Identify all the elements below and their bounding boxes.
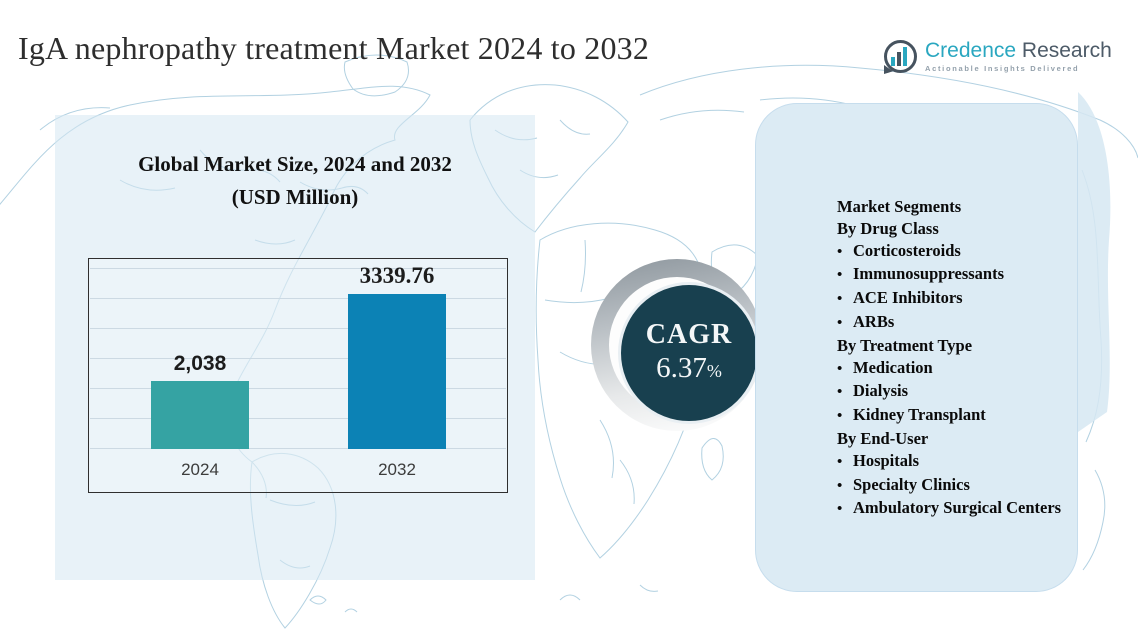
segment-item-label: Specialty Clinics [853, 474, 970, 494]
bullet-icon: • [837, 408, 843, 425]
bullet-icon: • [837, 360, 843, 377]
bar-2024 [151, 381, 249, 449]
segment-heading: By Treatment Type [837, 335, 973, 355]
credence-research-logo: Credence Research Actionable Insights De… [884, 39, 1112, 74]
bar-chart: 2,038 2024 3339.76 2032 [88, 258, 508, 493]
bar-value-label: 3339.76 [359, 263, 435, 288]
logo-tagline: Actionable Insights Delivered [925, 64, 1080, 73]
gridline [90, 448, 506, 449]
bar-value-label: 2,038 [173, 352, 227, 375]
segment-item: • Dialysis [837, 380, 1075, 404]
chart-title: Global Market Size, 2024 and 2032 [138, 152, 452, 176]
gridline [90, 268, 506, 269]
cagr-value: 6.37% [656, 351, 722, 384]
chart-subtitle: (USD Million) [231, 185, 359, 209]
segment-item-label: Kidney Transplant [853, 405, 986, 425]
bullet-icon: • [837, 453, 843, 470]
segment-item: • Hospitals [837, 450, 1075, 474]
bar-2032 [348, 294, 446, 449]
segment-item: • ACE Inhibitors [837, 287, 1075, 311]
bullet-icon: • [837, 477, 843, 494]
segment-item: • Immunosuppressants [837, 263, 1075, 287]
segment-item: • ARBs [837, 311, 1075, 335]
bullet-icon: • [837, 267, 843, 284]
cagr-badge: CAGR 6.37% [618, 282, 760, 424]
gridline [90, 388, 506, 389]
segment-item: • Specialty Clinics [837, 474, 1075, 498]
segment-item-label: Corticosteroids [853, 240, 961, 260]
page-title: IgA nephropathy treatment Market 2024 to… [18, 30, 650, 66]
bullet-icon: • [837, 291, 843, 308]
segment-item: • Medication [837, 357, 1075, 381]
bullet-icon: • [837, 384, 843, 401]
segment-item-label: Dialysis [853, 381, 909, 401]
market-segments-list: Market Segments By Drug Class • Corticoster… [837, 196, 1075, 521]
segment-item-label: ARBs [853, 311, 895, 331]
bullet-icon: • [837, 243, 843, 260]
market-segments-panel [755, 103, 1078, 592]
gridline [90, 358, 506, 359]
gridline [90, 298, 506, 299]
chart-background-rect [55, 115, 535, 580]
segment-heading: Market Segments [837, 197, 962, 216]
bullet-icon: • [837, 314, 843, 331]
segment-item: • Kidney Transplant [837, 404, 1075, 428]
gridline [90, 328, 506, 329]
segment-item-label: Immunosuppressants [853, 264, 1004, 284]
segment-item: • Corticosteroids [837, 240, 1075, 264]
gridline [90, 418, 506, 419]
axis-category-label: 2032 [378, 460, 416, 479]
segment-item-label: Medication [853, 357, 933, 377]
logo-brand-name: Credence Research [925, 39, 1112, 62]
segment-item-label: Ambulatory Surgical Centers [853, 498, 1062, 518]
cagr-label: CAGR [645, 318, 733, 350]
segment-item-label: Hospitals [853, 450, 920, 470]
segment-item-label: ACE Inhibitors [853, 288, 963, 308]
axis-category-label: 2024 [181, 460, 219, 479]
bar-chart-speech-bubble-icon [884, 40, 917, 74]
segment-heading: By End-User [837, 428, 929, 448]
segment-heading: By Drug Class [837, 218, 939, 238]
bullet-icon: • [837, 501, 843, 518]
segment-item: • Ambulatory Surgical Centers [837, 497, 1075, 521]
